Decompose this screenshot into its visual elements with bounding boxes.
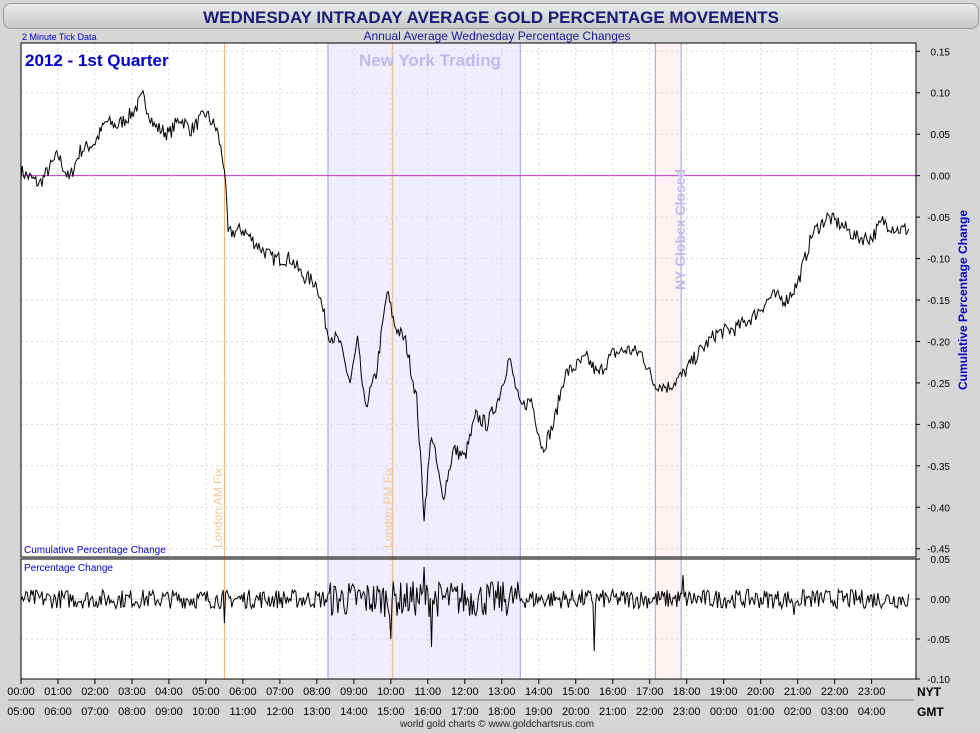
x-tick-label-nyt: 12:00	[451, 686, 479, 698]
x-tick-label-gmt: 05:00	[7, 706, 35, 718]
x-tick-label-nyt: 17:00	[636, 686, 664, 698]
title-bar: WEDNESDAY INTRADAY AVERAGE GOLD PERCENTA…	[3, 3, 979, 29]
y-tick-label: 0.05	[931, 555, 951, 566]
y-tick-label: -0.10	[927, 255, 950, 266]
x-tick-label-nyt: 03:00	[118, 686, 146, 698]
x-tick-label-gmt: 02:00	[784, 706, 812, 718]
x-tick-label-nyt: 15:00	[562, 686, 590, 698]
x-tick-label-gmt: 00:00	[710, 706, 738, 718]
x-tick-label-nyt: 02:00	[81, 686, 109, 698]
globex-closed-zone	[655, 559, 682, 679]
x-tick-label-gmt: 09:00	[155, 706, 183, 718]
percentage-change-line	[20, 566, 910, 652]
x-tick-label-gmt: 13:00	[303, 706, 331, 718]
x-tick-label-nyt: 19:00	[710, 686, 738, 698]
x-tick-label-nyt: 08:00	[303, 686, 331, 698]
chart-title: WEDNESDAY INTRADAY AVERAGE GOLD PERCENTA…	[203, 8, 779, 27]
x-tick-label-gmt: 22:00	[636, 706, 664, 718]
pm-fix-label: London PM Fix	[381, 467, 395, 548]
x-tick-label-gmt: 11:00	[230, 706, 257, 718]
y-tick-label: -0.45	[927, 545, 950, 556]
x-tick-label-gmt: 03:00	[821, 706, 849, 718]
globex-label: NY Globex Closed	[672, 169, 688, 290]
x-tick-label-gmt: 17:00	[451, 706, 479, 718]
x-tick-label-gmt: 20:00	[562, 706, 590, 718]
y-tick-label: 0.00	[931, 595, 951, 606]
percentage-series-label: Percentage Change	[24, 563, 113, 574]
tz-gmt-label: GMT	[917, 705, 944, 719]
am-fix-label: London AM Fix	[211, 468, 225, 548]
x-tick-label-gmt: 06:00	[44, 706, 72, 718]
x-tick-label-gmt: 01:00	[747, 706, 775, 718]
x-tick-label-gmt: 04:00	[858, 706, 886, 718]
cumulative-line	[20, 89, 910, 522]
x-tick-label-nyt: 07:00	[266, 686, 294, 698]
y-tick-label: -0.05	[927, 635, 950, 646]
x-tick-label-nyt: 04:00	[155, 686, 183, 698]
x-tick-label-nyt: 10:00	[377, 686, 405, 698]
x-tick-label-nyt: 06:00	[229, 686, 257, 698]
x-tick-label-nyt: 01:00	[44, 686, 72, 698]
x-tick-label-gmt: 08:00	[118, 706, 146, 718]
x-tick-label-gmt: 07:00	[81, 706, 109, 718]
x-tick-label-nyt: 14:00	[525, 686, 553, 698]
x-tick-label-nyt: 18:00	[673, 686, 701, 698]
y-tick-label: -0.40	[927, 503, 950, 514]
y-tick-label: -0.15	[927, 296, 950, 307]
new-york-label: New York Trading	[359, 51, 501, 70]
x-tick-label-nyt: 16:00	[599, 686, 627, 698]
x-tick-label-gmt: 18:00	[488, 706, 516, 718]
y-tick-label: -0.25	[927, 379, 950, 390]
y-tick-label: 0.15	[931, 47, 951, 58]
cumulative-series-label: Cumulative Percentage Change	[24, 545, 166, 556]
y-tick-label: -0.05	[927, 213, 950, 224]
lower-plot-border	[20, 558, 917, 680]
y-tick-label: -0.35	[927, 462, 950, 473]
y-tick-label: -0.30	[927, 420, 950, 431]
y-tick-label: -0.10	[927, 675, 950, 686]
y-tick-label: 0.00	[931, 172, 951, 183]
x-tick-label-nyt: 09:00	[340, 686, 368, 698]
x-tick-label-gmt: 16:00	[414, 706, 442, 718]
period-label: 2012 - 1st Quarter	[25, 51, 169, 70]
x-tick-label-gmt: 10:00	[192, 706, 220, 718]
y-tick-label: 0.10	[931, 89, 951, 100]
main-plot-border	[20, 42, 917, 558]
x-tick-label-nyt: 23:00	[858, 686, 886, 698]
x-tick-label-nyt: 00:00	[7, 686, 35, 698]
subtitle: Annual Average Wednesday Percentage Chan…	[363, 29, 630, 43]
x-tick-label-gmt: 12:00	[266, 706, 294, 718]
ny-trading-zone	[327, 43, 521, 557]
y-axis-label: Cumulative Percentage Change	[956, 210, 970, 390]
x-tick-label-nyt: 20:00	[747, 686, 775, 698]
x-tick-label-nyt: 05:00	[192, 686, 220, 698]
x-tick-label-gmt: 21:00	[599, 706, 627, 718]
x-tick-label-nyt: 11:00	[414, 686, 441, 698]
footer-credit: world gold charts © www.goldchartsrus.co…	[399, 719, 594, 730]
x-tick-label-gmt: 23:00	[673, 706, 701, 718]
x-tick-label-nyt: 21:00	[784, 686, 812, 698]
x-tick-label-gmt: 19:00	[525, 706, 553, 718]
y-tick-label: -0.20	[927, 337, 950, 348]
y-tick-label: 0.05	[931, 130, 951, 141]
x-tick-label-gmt: 15:00	[377, 706, 405, 718]
tz-nyt-label: NYT	[917, 685, 942, 699]
x-tick-label-nyt: 22:00	[821, 686, 849, 698]
x-tick-label-gmt: 14:00	[340, 706, 368, 718]
tick-note: 2 Minute Tick Data	[22, 32, 97, 42]
x-tick-label-nyt: 13:00	[488, 686, 516, 698]
